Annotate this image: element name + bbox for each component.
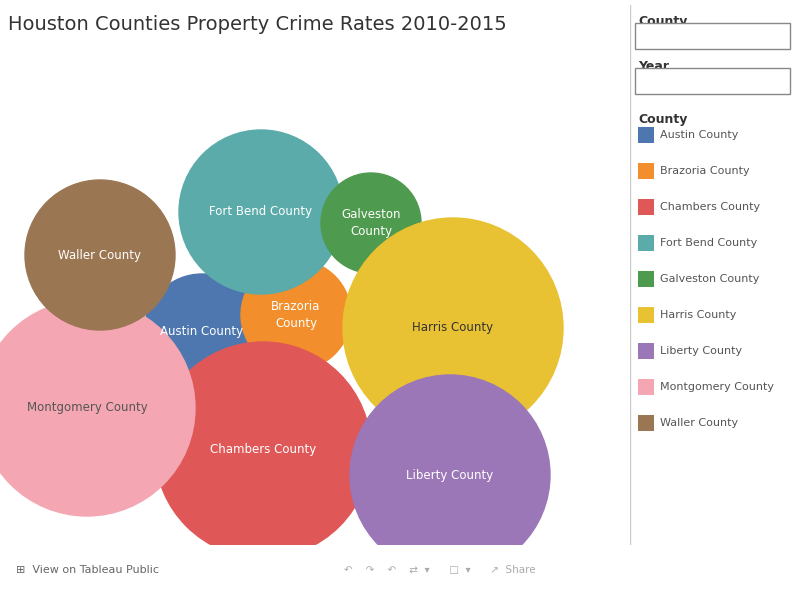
Text: ▼: ▼ — [778, 31, 786, 41]
Bar — [638, 271, 654, 287]
Text: Liberty County: Liberty County — [660, 346, 742, 356]
Bar — [638, 235, 654, 251]
Bar — [635, 68, 790, 94]
Text: Year: Year — [638, 60, 669, 73]
Text: ⊞  View on Tableau Public: ⊞ View on Tableau Public — [16, 565, 159, 575]
Text: (All): (All) — [642, 29, 666, 43]
Text: County: County — [638, 113, 687, 126]
Circle shape — [350, 375, 550, 575]
Text: Harris County: Harris County — [660, 310, 736, 320]
Text: (All): (All) — [642, 74, 666, 88]
Bar — [635, 23, 790, 49]
Text: Austin County: Austin County — [660, 130, 738, 140]
Text: Austin County: Austin County — [161, 325, 243, 338]
Circle shape — [25, 180, 175, 330]
Text: Fort Bend County: Fort Bend County — [210, 205, 313, 218]
Circle shape — [321, 173, 421, 273]
Text: Chambers County: Chambers County — [210, 443, 316, 457]
Bar — [638, 415, 654, 431]
Circle shape — [241, 260, 351, 370]
Text: Waller County: Waller County — [58, 248, 142, 262]
Text: Harris County: Harris County — [413, 322, 494, 335]
Bar — [638, 163, 654, 179]
Text: County: County — [638, 15, 687, 28]
Bar — [638, 307, 654, 323]
Circle shape — [343, 218, 563, 438]
Text: Galveston
County: Galveston County — [342, 208, 401, 238]
Text: Montgomery County: Montgomery County — [26, 401, 147, 415]
Text: Montgomery County: Montgomery County — [660, 382, 774, 392]
Bar — [638, 199, 654, 215]
Bar — [638, 379, 654, 395]
Circle shape — [155, 342, 371, 558]
Circle shape — [144, 274, 260, 390]
Text: Fort Bend County: Fort Bend County — [660, 238, 758, 248]
Text: Galveston County: Galveston County — [660, 274, 759, 284]
Text: Waller County: Waller County — [660, 418, 738, 428]
Text: Houston Counties Property Crime Rates 2010-2015: Houston Counties Property Crime Rates 20… — [8, 15, 506, 34]
Bar — [638, 127, 654, 143]
Circle shape — [179, 130, 343, 294]
Text: Brazoria County: Brazoria County — [660, 166, 750, 176]
Text: Chambers County: Chambers County — [660, 202, 760, 212]
Bar — [638, 343, 654, 359]
Text: Brazoria
County: Brazoria County — [271, 301, 321, 329]
Circle shape — [0, 300, 195, 516]
Text: Liberty County: Liberty County — [406, 469, 494, 481]
Text: ↶    ↷    ↶    ⇄  ▾      □  ▾      ↗  Share: ↶ ↷ ↶ ⇄ ▾ □ ▾ ↗ Share — [344, 565, 536, 575]
Text: ▼: ▼ — [778, 76, 786, 86]
